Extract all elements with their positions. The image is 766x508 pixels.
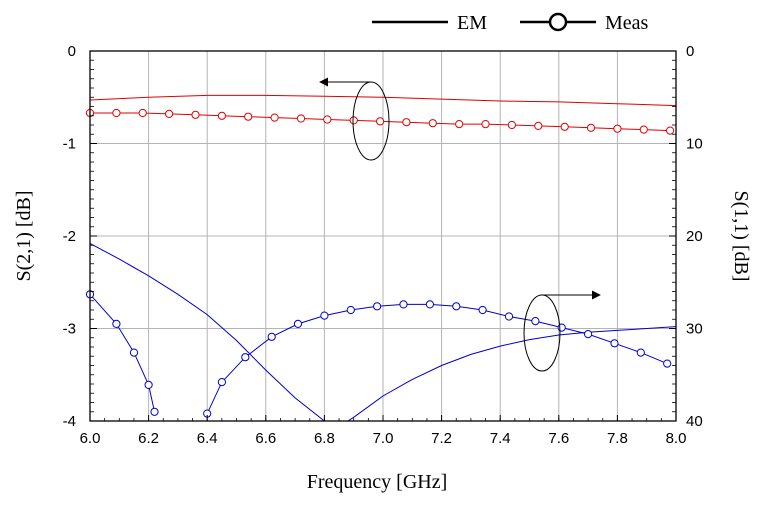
data-point-meas-s-2-1 xyxy=(270,113,279,122)
x-tick-label: 7.8 xyxy=(607,430,628,447)
data-point-meas-s-2-1 xyxy=(639,125,648,134)
data-point-meas-s-1-1 xyxy=(112,319,121,328)
data-point-meas-s-2-1 xyxy=(666,126,675,135)
data-point-meas-s-1-1 xyxy=(241,353,250,362)
data-point-meas-s-2-1 xyxy=(455,120,464,129)
data-point-meas-s-1-1 xyxy=(346,305,355,315)
data-point-meas-s-1-1 xyxy=(636,348,645,357)
data-point-meas-s-2-1 xyxy=(613,124,622,133)
data-point-meas-s-2-1 xyxy=(244,112,253,121)
y-right-tick-label: 30 xyxy=(686,321,703,338)
y-left-tick-label: 0 xyxy=(68,43,76,60)
series-line-em-s-1-1 xyxy=(90,242,676,421)
data-point-meas-s-1-1 xyxy=(129,348,139,357)
data-point-meas-s-1-1 xyxy=(373,302,382,311)
data-point-meas-s-1-1 xyxy=(144,380,153,389)
data-point-meas-s-1-1 xyxy=(320,311,329,320)
data-point-meas-s-1-1 xyxy=(531,317,540,326)
data-point-meas-s-1-1 xyxy=(399,300,408,309)
y-right-tick-label: 20 xyxy=(686,228,703,245)
x-tick-label: 7.6 xyxy=(548,430,569,447)
annotation-s11-right-axis xyxy=(523,290,601,372)
data-point-meas-s-2-1 xyxy=(165,109,174,119)
data-point-meas-s-1-1 xyxy=(610,339,619,348)
data-point-meas-s-1-1 xyxy=(504,312,514,321)
x-tick-label: 6.6 xyxy=(255,430,276,447)
marker-layer xyxy=(85,108,675,418)
data-point-meas-s-1-1 xyxy=(293,319,303,328)
annotation-s21-left-axis xyxy=(319,77,390,161)
data-point-meas-s-1-1 xyxy=(478,305,487,315)
data-point-meas-s-2-1 xyxy=(296,114,306,123)
data-point-meas-s-1-1 xyxy=(267,332,276,341)
x-tick-label: 6.0 xyxy=(80,430,101,447)
x-axis-title: Frequency [GHz] xyxy=(307,471,448,493)
x-tick-label: 7.2 xyxy=(431,430,452,447)
data-point-meas-s-2-1 xyxy=(138,108,147,118)
series-line-meas-s-1-1 xyxy=(90,293,668,414)
x-tick-label: 8.0 xyxy=(666,430,687,447)
x-tick-label: 6.2 xyxy=(138,430,159,447)
data-point-meas-s-1-1 xyxy=(452,302,461,311)
data-point-meas-s-2-1 xyxy=(586,123,596,132)
y-left-tick-label: -3 xyxy=(63,321,76,338)
data-point-meas-s-1-1 xyxy=(425,300,434,309)
data-point-meas-s-2-1 xyxy=(402,118,411,127)
x-tick-label: 6.8 xyxy=(314,430,335,447)
series-line-em-s-2-1 xyxy=(90,94,676,107)
data-point-meas-s-2-1 xyxy=(560,122,569,131)
tick-labels: 6.0 6.2 6.4 6.6 6.8 7.0 7.2 7.4 7.6 7.8 8.0 0 -1 -2 -3… xyxy=(63,43,703,447)
y-left-tick-label: -4 xyxy=(63,413,76,430)
data-point-meas-s-2-1 xyxy=(191,110,200,119)
y-left-axis-title: S(2,1) [dB] xyxy=(13,190,35,281)
legend-label-meas: Meas xyxy=(605,12,649,34)
legend-swatch-meas-marker xyxy=(548,12,568,32)
data-point-meas-s-1-1 xyxy=(663,359,672,368)
data-point-meas-s-2-1 xyxy=(112,108,121,118)
y-right-axis-title: S(1,1) [dB] xyxy=(730,190,752,281)
data-point-meas-s-2-1 xyxy=(481,120,490,129)
data-point-meas-s-1-1 xyxy=(584,330,593,339)
y-left-tick-label: -1 xyxy=(63,136,76,153)
legend-label-em: EM xyxy=(457,12,487,34)
data-point-meas-s-1-1 xyxy=(150,407,159,416)
y-right-tick-label: 40 xyxy=(686,413,703,430)
data-point-meas-s-2-1 xyxy=(534,121,543,131)
x-tick-label: 7.0 xyxy=(373,430,394,447)
data-point-meas-s-2-1 xyxy=(428,119,437,128)
x-tick-label: 7.4 xyxy=(490,430,511,447)
data-point-meas-s-1-1 xyxy=(217,378,226,387)
y-right-tick-label: 0 xyxy=(686,43,694,60)
data-point-meas-s-2-1 xyxy=(323,115,332,124)
ticks xyxy=(89,50,677,422)
grid xyxy=(90,51,676,421)
annotation-ellipse-s11 xyxy=(523,294,561,372)
data-point-meas-s-2-1 xyxy=(349,116,358,125)
legend: EM Meas xyxy=(372,12,649,34)
x-tick-label: 6.4 xyxy=(197,430,218,447)
data-point-meas-s-2-1 xyxy=(507,120,516,130)
data-point-meas-s-2-1 xyxy=(376,117,385,126)
y-left-tick-label: -2 xyxy=(63,228,76,245)
y-right-tick-label: 10 xyxy=(686,136,703,153)
data-point-meas-s-2-1 xyxy=(217,111,226,120)
